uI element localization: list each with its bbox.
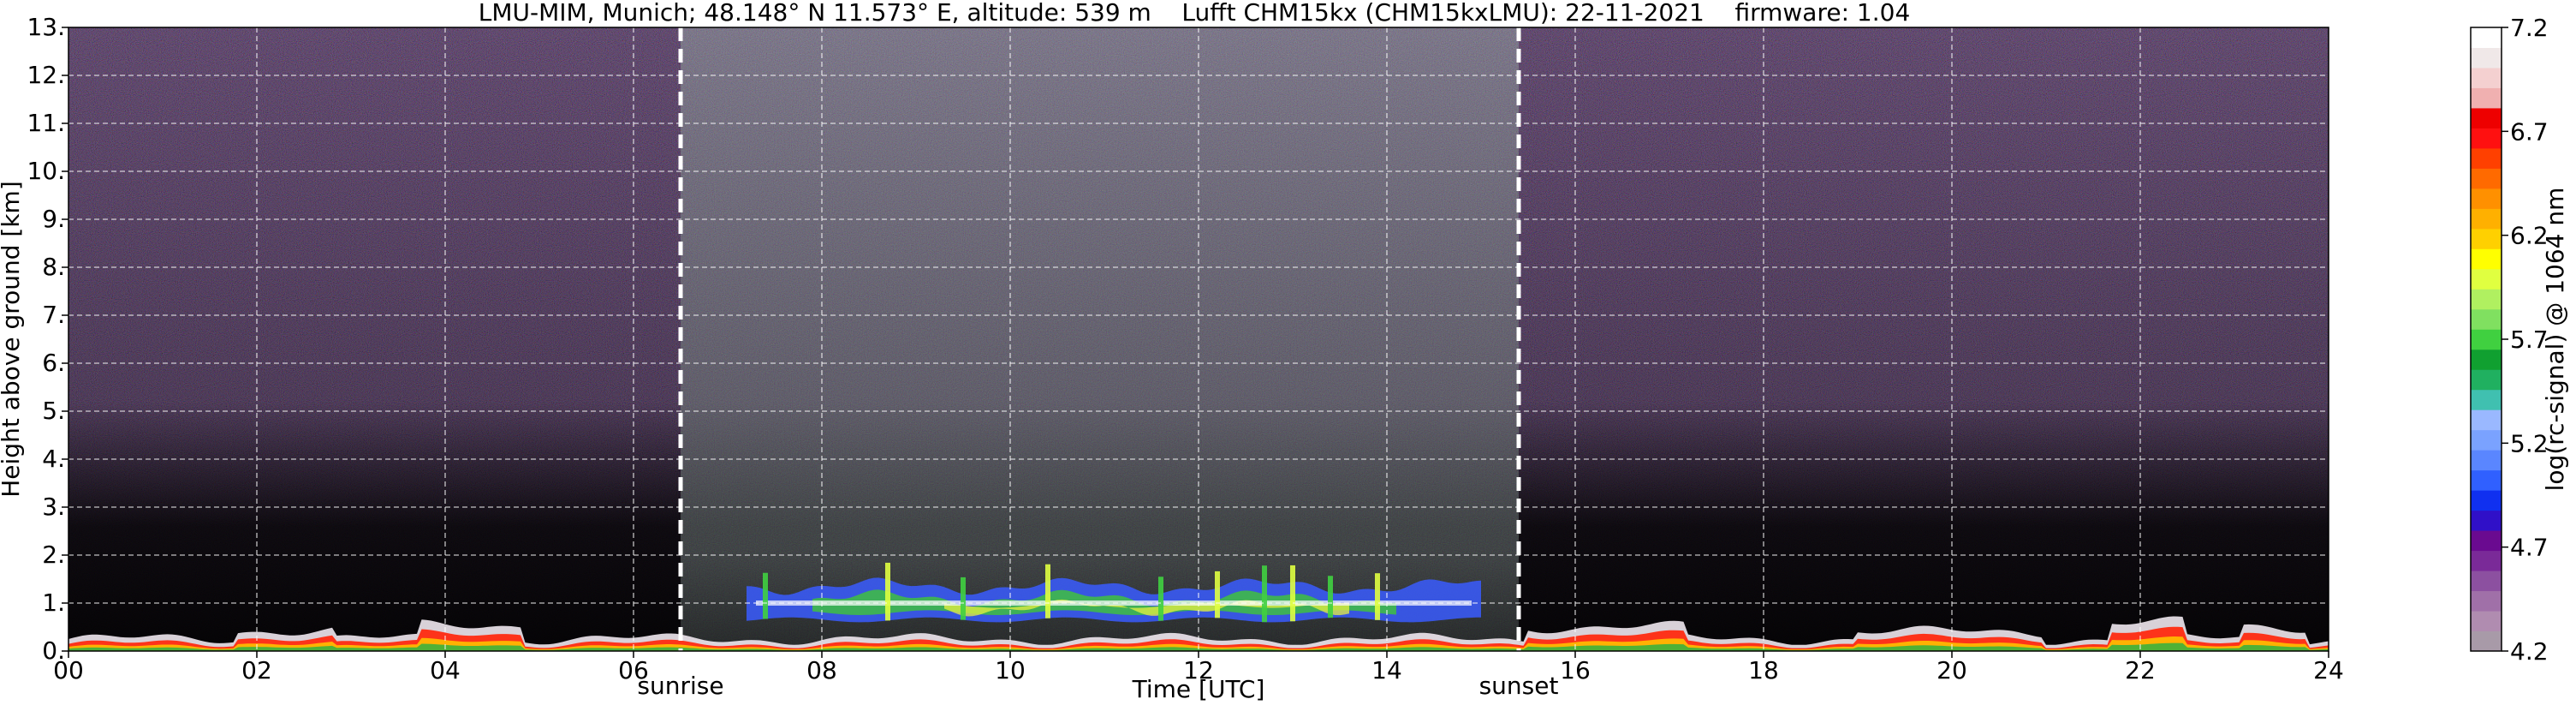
- colorbar-tick-label: 5.2: [2510, 429, 2549, 457]
- plume-streak: [1375, 573, 1380, 620]
- colorbar: 4.2 4.7 5.2 5.7 6.2 6.7 7.2: [2470, 14, 2549, 666]
- x-tick-label: 02: [241, 656, 272, 684]
- colorbar-tick-label: 4.7: [2510, 534, 2549, 562]
- colorbar-segment: [2471, 67, 2502, 88]
- y-tick-label: 1.: [42, 589, 65, 617]
- plume-streak: [961, 577, 966, 620]
- sun-markers: [678, 27, 1521, 651]
- colorbar-segment: [2471, 369, 2502, 391]
- x-tick-label: 04: [430, 656, 461, 684]
- colorbar-segment: [2471, 308, 2502, 330]
- x-tick-label: 06: [618, 656, 649, 684]
- x-tick-label: 10: [995, 656, 1026, 684]
- colorbar-segment: [2471, 550, 2502, 571]
- colorbar-segment: [2471, 611, 2502, 632]
- sun-marker-label: sunrise: [637, 672, 723, 700]
- plume-streak: [763, 572, 768, 619]
- x-tick-label: 22: [2125, 656, 2156, 684]
- colorbar-tick-label: 5.7: [2510, 326, 2549, 354]
- colorbar-segment: [2471, 128, 2502, 149]
- colorbar-tick-label: 6.7: [2510, 117, 2549, 146]
- colorbar-segment: [2471, 571, 2502, 592]
- day-fade: [681, 27, 1519, 651]
- chart-title: LMU-MIM, Munich; 48.148° N 11.573° E, al…: [479, 0, 1911, 27]
- grid-lines: [68, 27, 2329, 651]
- colorbar-segment: [2471, 409, 2502, 431]
- x-tick-label: 18: [1748, 656, 1779, 684]
- colorbar-tick-label: 4.2: [2510, 637, 2549, 666]
- y-tick-label: 4.: [42, 445, 65, 473]
- x-tick-label: 24: [2313, 656, 2344, 684]
- y-tick-label: 2.: [42, 541, 65, 569]
- colorbar-segment: [2471, 389, 2502, 410]
- colorbar-segment: [2471, 268, 2502, 290]
- boundary-layer-white: [68, 616, 2329, 651]
- x-tick-label: 16: [1560, 656, 1591, 684]
- plume-streak: [1045, 564, 1050, 618]
- plot-area: [68, 27, 2329, 652]
- colorbar-segment: [2471, 248, 2502, 270]
- x-axis: 00 02 04 06 08 10 12 14 16 18 20 22 24: [53, 651, 2344, 684]
- colorbar-segment: [2471, 490, 2502, 511]
- colorbar-segment: [2471, 47, 2502, 69]
- colorbar-tick-label: 7.2: [2510, 14, 2549, 42]
- plume-streak: [1262, 565, 1267, 623]
- x-tick-label: 14: [1371, 656, 1402, 684]
- colorbar-segment: [2471, 429, 2502, 451]
- x-tick-label: 20: [1936, 656, 1967, 684]
- x-tick-label: 12: [1183, 656, 1214, 684]
- colorbar-segment: [2471, 27, 2502, 48]
- colorbar-segment: [2471, 168, 2502, 189]
- colorbar-segment: [2471, 87, 2502, 109]
- colorbar-segment: [2471, 329, 2502, 350]
- colorbar-tick-label: 6.2: [2510, 222, 2549, 250]
- plume-streak: [1290, 565, 1295, 622]
- x-tick-label: 00: [53, 656, 84, 684]
- colorbar-segment: [2471, 630, 2502, 652]
- y-tick-label: 5.: [42, 397, 65, 425]
- y-axis-label: Height above ground [km]: [0, 181, 25, 498]
- colorbar-segment: [2471, 228, 2502, 249]
- colorbar-segment: [2471, 289, 2502, 310]
- y-tick-label: 0.: [42, 636, 65, 665]
- y-tick-label: 10.: [27, 157, 65, 185]
- colorbar-segment: [2471, 450, 2502, 471]
- y-tick-label: 8.: [42, 253, 65, 281]
- plume-streak: [1328, 576, 1333, 618]
- plume-streak: [885, 562, 890, 621]
- colorbar-segment: [2471, 510, 2502, 531]
- colorbar-segment: [2471, 208, 2502, 230]
- sun-marker-label: sunset: [1479, 672, 1559, 700]
- y-axis: 0. 1. 2. 3. 4. 5. 6. 7. 8. 9. 10. 11. 12. 13.: [27, 13, 68, 665]
- colorbar-segment: [2471, 349, 2502, 370]
- colorbar-segment: [2471, 469, 2502, 491]
- plume-streak: [1215, 571, 1220, 618]
- colorbar-segment: [2471, 530, 2502, 552]
- colorbar-label: log(rc-signal) @ 1064 nm: [2541, 188, 2569, 492]
- y-tick-label: 7.: [42, 301, 65, 329]
- y-tick-label: 9.: [42, 205, 65, 233]
- plume-streak: [1158, 577, 1163, 621]
- y-tick-label: 11.: [27, 109, 65, 137]
- colorbar-segment: [2471, 107, 2502, 128]
- y-tick-label: 12.: [27, 61, 65, 89]
- x-axis-label: Time [UTC]: [1132, 675, 1265, 703]
- y-tick-label: 3.: [42, 493, 65, 521]
- colorbar-segment: [2471, 147, 2502, 169]
- x-tick-label: 08: [806, 656, 837, 684]
- y-tick-label: 6.: [42, 349, 65, 377]
- colorbar-segment: [2471, 590, 2502, 612]
- colorbar-segment: [2471, 188, 2502, 209]
- y-tick-label: 13.: [27, 13, 65, 41]
